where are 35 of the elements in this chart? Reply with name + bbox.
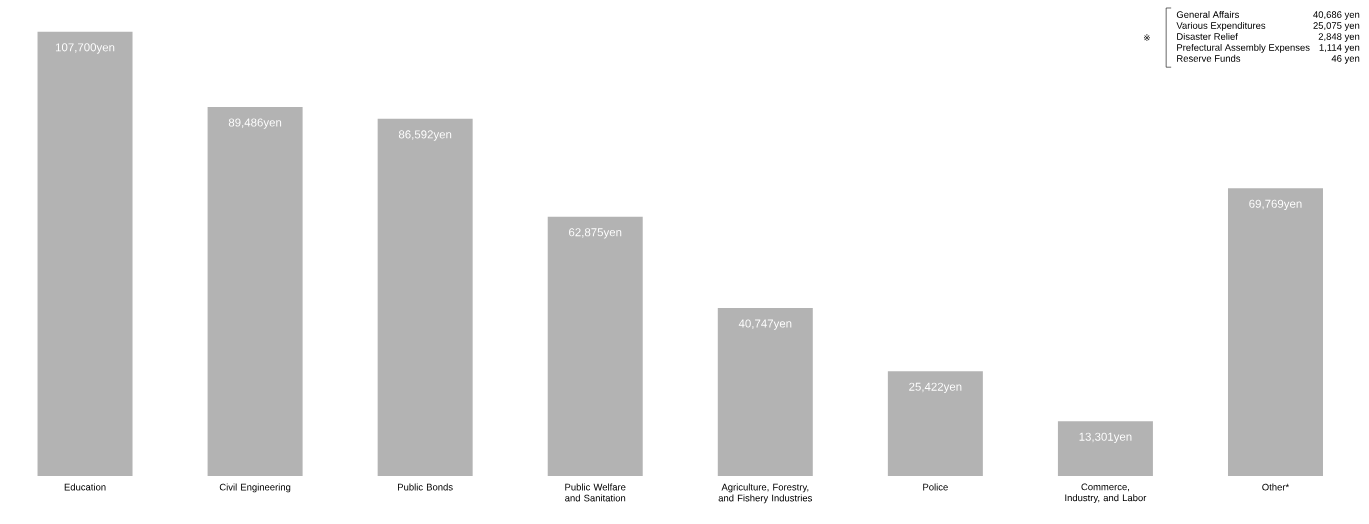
data-label: 40,747yen bbox=[738, 319, 792, 330]
x-tick-label: Public Bonds bbox=[398, 483, 453, 491]
annotation: Disaster Relief bbox=[1177, 32, 1238, 40]
annotation: Reserve Funds bbox=[1177, 54, 1241, 62]
annotation: ※ bbox=[1143, 34, 1150, 41]
annotation: Prefectural Assembly Expenses bbox=[1177, 43, 1310, 53]
annotation: 1,114 yen bbox=[1319, 44, 1360, 53]
bar bbox=[377, 118, 473, 476]
bar bbox=[37, 31, 133, 476]
x-tick-label: Civil Engineering bbox=[219, 483, 291, 493]
annotation: 46 yen bbox=[1331, 55, 1360, 64]
data-label: 13,301yen bbox=[1079, 432, 1132, 444]
x-tick-label: Public Welfare and Sanitation bbox=[565, 483, 626, 502]
x-tick-label: Commerce, Industry, and Labor bbox=[1065, 483, 1147, 504]
data-label: 89,486yen bbox=[228, 118, 282, 129]
data-label: 69,769yen bbox=[1249, 199, 1302, 211]
bar bbox=[887, 371, 983, 476]
text: Various Expenditures bbox=[1176, 21, 1266, 31]
data-label: 62,875yen bbox=[569, 228, 622, 239]
bar bbox=[717, 307, 813, 476]
bar bbox=[1227, 188, 1323, 476]
text: General Affairs bbox=[1176, 11, 1239, 18]
x-tick-label: Police bbox=[923, 483, 948, 491]
text: 25,075 yen bbox=[1313, 22, 1360, 31]
data-label: 25,422yen bbox=[909, 382, 962, 394]
bar bbox=[1057, 421, 1153, 476]
annotation: 2,848 yen bbox=[1318, 33, 1360, 42]
x-tick-label: Other* bbox=[1262, 483, 1290, 491]
bar bbox=[207, 106, 303, 476]
bar bbox=[547, 216, 643, 476]
x-tick-label: Agriculture, Forestry, and Fishery Industries bbox=[718, 483, 813, 504]
data-label: 86,592yen bbox=[398, 130, 452, 141]
data-label: 107,700yen bbox=[55, 43, 115, 54]
x-tick-label: Education bbox=[64, 483, 106, 491]
text: 40,686 yen bbox=[1313, 11, 1360, 20]
